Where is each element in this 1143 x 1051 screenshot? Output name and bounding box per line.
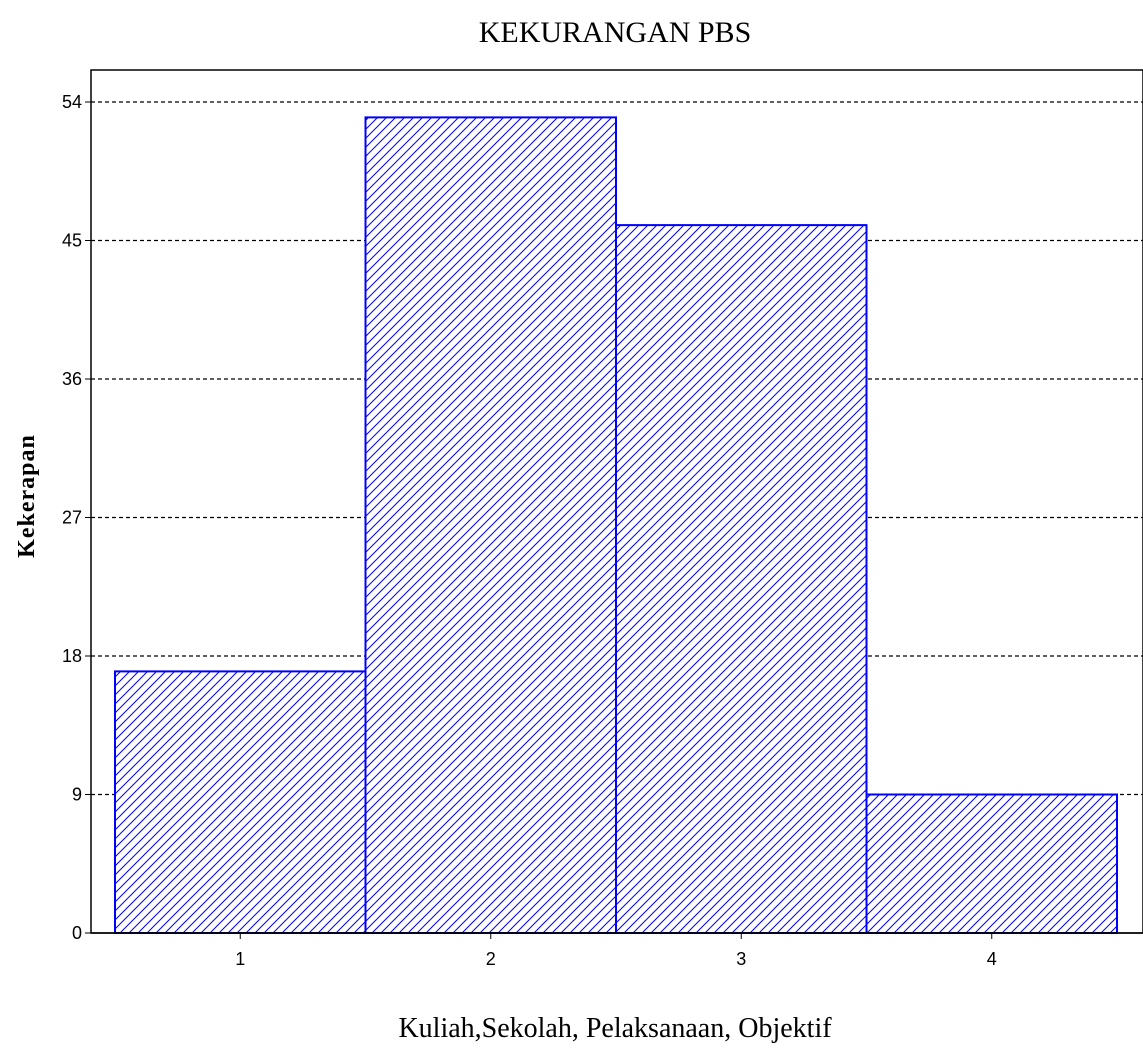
chart-title: KEKURANGAN PBS <box>479 16 752 49</box>
x-tick-label: 3 <box>736 949 746 969</box>
x-tick-label: 1 <box>235 949 245 969</box>
bar-3 <box>615 224 868 935</box>
bar-1 <box>114 670 367 935</box>
bar-4 <box>865 793 1118 934</box>
bars <box>114 116 1118 935</box>
bar-2 <box>364 116 617 934</box>
y-tick-label: 54 <box>62 92 82 112</box>
y-axis-ticks: 0 9 18 27 36 45 54 <box>62 92 91 943</box>
x-tick-label: 2 <box>486 949 496 969</box>
y-tick-label: 18 <box>62 646 82 666</box>
y-tick-label: 45 <box>62 231 82 251</box>
x-axis-ticks: 1 2 3 4 <box>91 932 1143 969</box>
x-tick-label: 4 <box>987 949 997 969</box>
y-axis-label: Kekerapan <box>14 434 40 558</box>
y-tick-label: 0 <box>72 923 82 943</box>
y-tick-label: 36 <box>62 369 82 389</box>
y-tick-label: 27 <box>62 508 82 528</box>
x-axis-label: Kuliah,Sekolah, Pelaksanaan, Objektif <box>398 1013 832 1044</box>
y-tick-label: 9 <box>72 785 82 805</box>
